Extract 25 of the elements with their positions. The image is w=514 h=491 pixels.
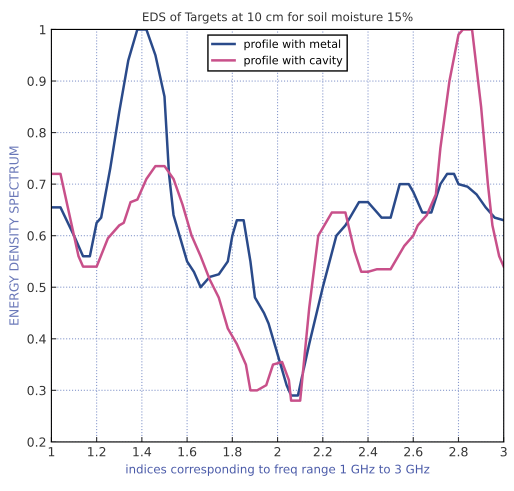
y-tick-label: 0.7 bbox=[27, 180, 46, 190]
legend-label: profile with metal bbox=[244, 39, 340, 50]
x-tick-label: 1.6 bbox=[178, 446, 196, 456]
x-tick-label: 2.2 bbox=[314, 446, 332, 456]
x-tick-label: 1 bbox=[48, 447, 54, 456]
y-tick-label: 0.2 bbox=[27, 437, 46, 447]
x-tick-label: 2.6 bbox=[404, 446, 422, 456]
y-tick-label: 0.3 bbox=[27, 386, 46, 396]
x-tick-label: 1.8 bbox=[224, 446, 242, 456]
chart-title: EDS of Targets at 10 cm for soil moisture 15% bbox=[143, 12, 413, 24]
x-tick-label: 3 bbox=[500, 446, 507, 456]
x-tick-label: 1.2 bbox=[88, 446, 106, 456]
x-tick-label: 2.8 bbox=[449, 446, 468, 456]
y-tick-label: 0.6 bbox=[27, 231, 46, 241]
y-tick-label: 0.4 bbox=[27, 334, 46, 344]
x-tick-label: 2.4 bbox=[359, 446, 378, 456]
y-tick-label: 0.5 bbox=[27, 282, 46, 292]
x-axis-title: indices corresponding to freq range 1 GHz to 3 GHz bbox=[126, 464, 430, 476]
y-tick-label: 0.9 bbox=[27, 76, 46, 86]
x-tick-label: 1.4 bbox=[133, 447, 152, 456]
y-axis-title: ENERGY DENSITY SPECTRUM bbox=[9, 146, 19, 325]
y-tick-label: 0.8 bbox=[27, 128, 46, 138]
y-tick-label: 1 bbox=[40, 25, 46, 34]
legend-label: profile with cavity bbox=[244, 56, 342, 67]
x-tick-label: 2 bbox=[274, 446, 280, 456]
